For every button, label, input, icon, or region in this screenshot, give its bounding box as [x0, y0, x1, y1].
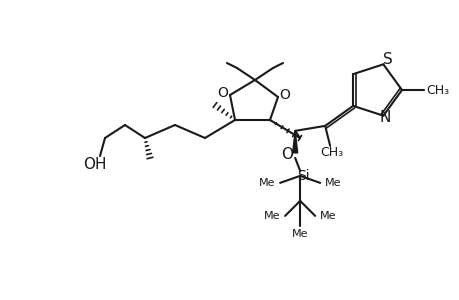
Text: Me: Me — [325, 178, 341, 188]
Text: Me: Me — [263, 211, 280, 221]
Text: O: O — [280, 147, 292, 162]
Text: S: S — [383, 52, 392, 67]
Text: Si: Si — [296, 169, 309, 183]
Text: OH: OH — [83, 157, 106, 172]
Text: O: O — [279, 88, 290, 102]
Text: CH₃: CH₃ — [320, 146, 343, 159]
Text: Me: Me — [319, 211, 336, 221]
Text: O: O — [217, 86, 228, 100]
Polygon shape — [292, 131, 297, 153]
Text: CH₃: CH₃ — [425, 83, 448, 97]
Text: N: N — [379, 110, 390, 125]
Text: Me: Me — [291, 229, 308, 239]
Text: Me: Me — [258, 178, 274, 188]
